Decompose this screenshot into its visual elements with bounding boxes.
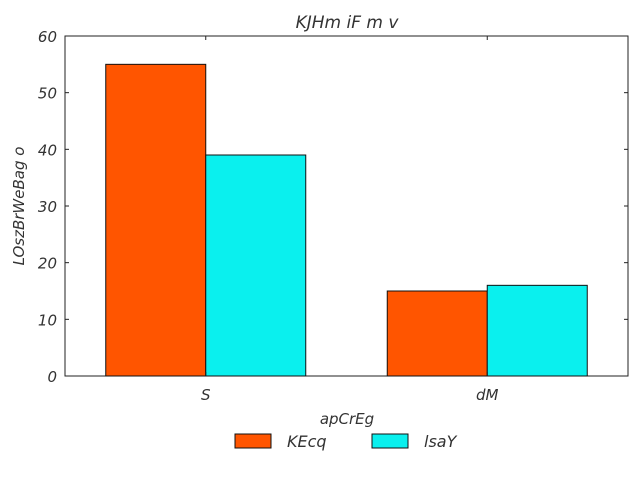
bar <box>387 291 487 376</box>
bar <box>206 155 306 376</box>
bar <box>487 285 587 376</box>
legend-label: KEcq <box>287 432 327 451</box>
x-tick-label: S <box>201 386 211 404</box>
bar <box>106 64 206 376</box>
chart-title: KJHm iF m v <box>296 13 400 33</box>
y-tick-label: 10 <box>38 311 57 329</box>
y-tick-label: 60 <box>38 28 57 46</box>
legend-label: lsaY <box>424 432 458 451</box>
x-axis-label: apCrEg <box>320 410 374 428</box>
legend-swatch <box>372 434 408 448</box>
y-tick-label: 20 <box>38 255 57 273</box>
y-tick-label: 40 <box>38 141 57 159</box>
y-tick-label: 0 <box>47 368 57 386</box>
y-tick-label: 50 <box>38 85 57 103</box>
plot-area: 0 10 20 30 40 50 60 S dM <box>38 28 628 404</box>
legend: KEcq lsaY <box>235 432 458 451</box>
y-axis-label: LOszBrWeBag o <box>10 147 28 266</box>
y-tick-label: 30 <box>38 198 57 216</box>
x-tick-label: dM <box>476 386 499 404</box>
legend-swatch <box>235 434 271 448</box>
